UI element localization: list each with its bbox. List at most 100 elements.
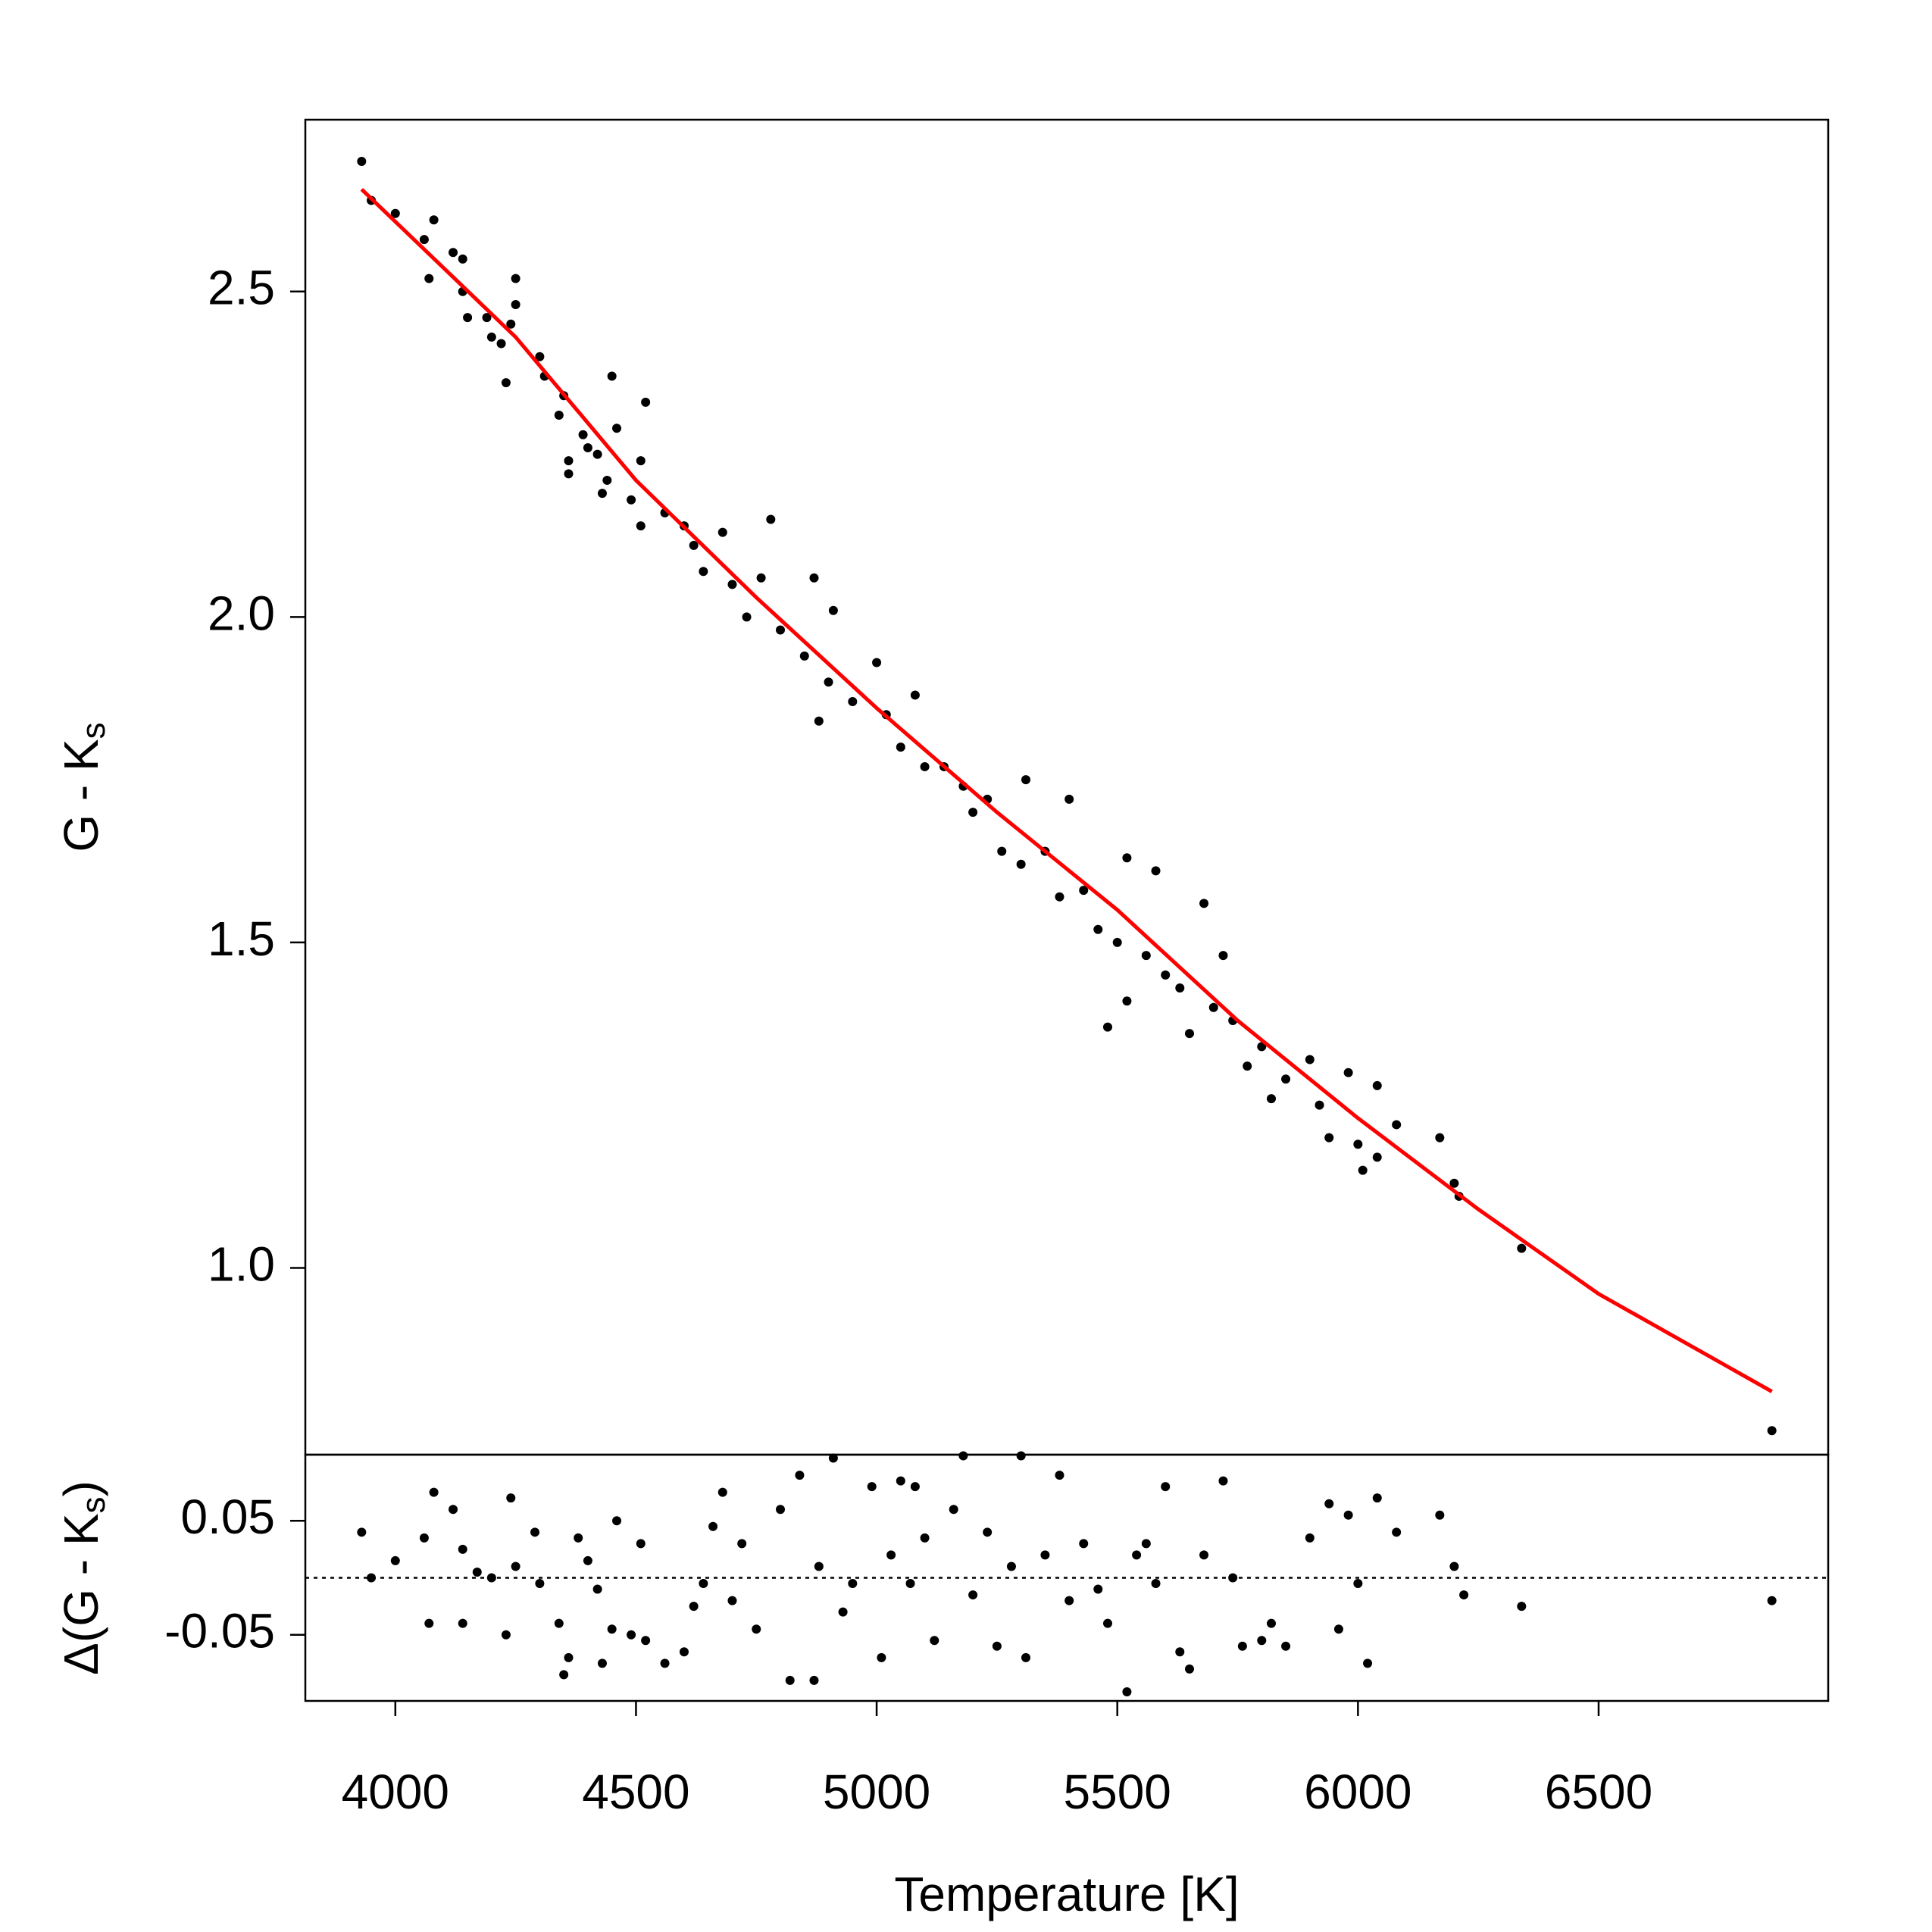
data-point [1266, 1094, 1276, 1104]
data-point [1175, 983, 1185, 993]
data-point [390, 208, 400, 218]
data-point [717, 527, 727, 537]
data-point [506, 319, 516, 329]
data-point [357, 156, 367, 166]
data-point [511, 1562, 521, 1571]
y-axis-label: Δ(G - Ks) [54, 1480, 112, 1675]
data-point [983, 1527, 993, 1537]
data-point [535, 352, 545, 361]
data-point [1093, 1584, 1103, 1594]
data-point [766, 514, 776, 524]
data-point [612, 1516, 622, 1526]
data-point [1243, 1061, 1252, 1071]
data-point [419, 1533, 429, 1543]
data-point [1517, 1243, 1527, 1253]
data-point [1315, 1100, 1324, 1110]
data-point [1449, 1562, 1459, 1571]
data-point [1141, 951, 1151, 961]
data-point [357, 1527, 367, 1537]
data-point [1021, 1652, 1031, 1662]
data-point [877, 1652, 886, 1662]
data-point [776, 625, 786, 635]
data-point [896, 742, 905, 752]
data-point [1435, 1133, 1445, 1143]
data-point [992, 1641, 1002, 1651]
data-point [1767, 1426, 1777, 1436]
data-point [776, 1505, 786, 1515]
data-point [1016, 1451, 1026, 1461]
data-point [1132, 1550, 1142, 1560]
data-point [578, 430, 588, 439]
data-point [1151, 866, 1161, 876]
data-point [1161, 970, 1171, 980]
x-tick-label: 6000 [1304, 1765, 1411, 1819]
data-point [905, 1579, 915, 1589]
data-point [612, 424, 622, 433]
data-point [449, 248, 458, 258]
y-tick-label: 2.0 [208, 586, 275, 640]
data-point [1281, 1074, 1291, 1084]
data-point [636, 521, 646, 531]
data-point [958, 1451, 968, 1461]
data-point [742, 612, 752, 622]
data-point [458, 254, 467, 264]
data-point [419, 235, 429, 245]
data-point [1358, 1165, 1368, 1175]
data-point [607, 371, 617, 381]
data-point [1372, 1152, 1382, 1162]
data-point [1767, 1596, 1777, 1605]
data-point [809, 1675, 819, 1685]
data-point [1016, 859, 1026, 869]
data-point [1112, 937, 1122, 947]
data-point [872, 658, 882, 667]
y-label-text: G - K [54, 739, 108, 852]
y-axis-label: G - Ks [54, 722, 112, 852]
data-point [458, 1618, 467, 1628]
data-point [920, 1533, 930, 1543]
data-point [930, 1636, 939, 1646]
y-label-text: ) [54, 1480, 108, 1496]
data-point [592, 449, 602, 459]
y-label-subscript: s [75, 722, 112, 739]
data-point [501, 1630, 511, 1640]
data-point [472, 1567, 482, 1577]
data-point [554, 1618, 564, 1628]
data-point [1218, 951, 1228, 961]
data-point [799, 651, 809, 661]
data-point [795, 1471, 805, 1480]
data-point [1449, 1178, 1459, 1188]
data-point [1102, 1022, 1112, 1032]
data-point [583, 442, 592, 452]
data-point [828, 605, 838, 615]
data-point [424, 1618, 434, 1628]
data-point [458, 1544, 467, 1554]
data-point [564, 1652, 574, 1662]
data-point [1392, 1527, 1402, 1537]
data-point [1102, 1618, 1112, 1628]
data-point [1459, 1590, 1469, 1600]
data-point [592, 1584, 602, 1594]
y-label-subscript: s [75, 1496, 112, 1513]
data-point [689, 1602, 699, 1612]
data-point [1208, 1002, 1218, 1012]
data-point [1266, 1618, 1276, 1628]
data-point [727, 580, 737, 589]
data-point [1122, 853, 1132, 863]
data-point [1363, 1658, 1373, 1668]
data-point [486, 1573, 496, 1583]
data-point [1079, 886, 1089, 896]
data-point [597, 489, 607, 499]
data-point [506, 1493, 516, 1503]
data-point [737, 1539, 747, 1549]
data-point [641, 397, 651, 407]
data-point [1228, 1573, 1238, 1583]
data-point [968, 1590, 978, 1600]
data-point [1353, 1140, 1363, 1149]
data-point [848, 697, 858, 707]
data-point [496, 339, 506, 349]
data-point [910, 1482, 920, 1492]
data-point [785, 1675, 795, 1685]
data-point [367, 1573, 377, 1583]
data-point [429, 215, 439, 225]
